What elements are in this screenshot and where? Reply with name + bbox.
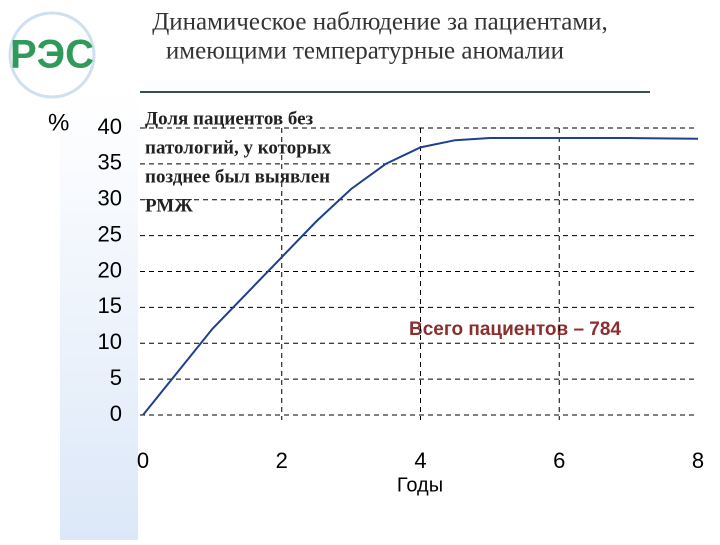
annotation: позднее был выявлен [145, 166, 330, 187]
logo-ring [8, 11, 96, 99]
note: Всего пациентов – 784 [409, 319, 621, 340]
x-tick-label: 0 [137, 448, 149, 473]
y-tick-label: 0 [110, 401, 122, 426]
y-tick-label: 5 [110, 365, 122, 390]
title-line: Динамическое наблюдение за пациентами, [152, 9, 608, 36]
x-tick-label: 6 [553, 448, 565, 473]
y-tick-label: 10 [98, 329, 122, 354]
y-tick-label: 20 [98, 257, 122, 282]
side-strip [60, 90, 138, 540]
annotation: РМЖ [145, 195, 193, 216]
y-axis-label: % [48, 109, 69, 136]
y-tick-label: 35 [98, 150, 122, 175]
y-tick-label: 25 [98, 221, 122, 246]
y-tick-label: 40 [98, 114, 122, 139]
title-line: имеющими температурные аномалии [166, 38, 564, 65]
x-tick-label: 8 [692, 448, 704, 473]
y-tick-label: 30 [98, 186, 122, 211]
x-tick-label: 4 [414, 448, 426, 473]
annotation: Доля пациентов без [145, 108, 314, 129]
x-tick-label: 2 [276, 448, 288, 473]
data-line [142, 137, 699, 416]
annotation: патологий, у которых [145, 137, 332, 158]
y-tick-label: 15 [98, 293, 122, 318]
x-axis-label: Годы [397, 474, 443, 496]
logo: РЭС [10, 33, 94, 77]
